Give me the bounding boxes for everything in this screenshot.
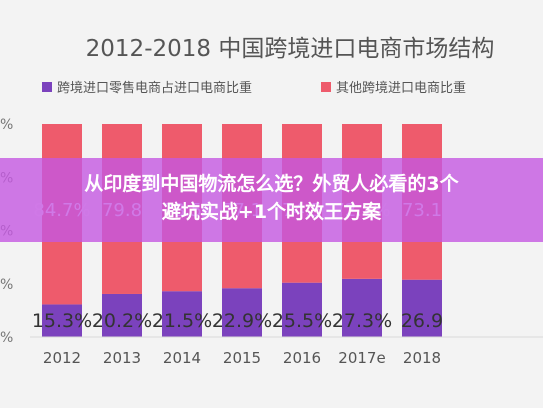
x-tick-label: 2013 — [103, 349, 141, 367]
data-label: 21.5% — [152, 310, 212, 332]
bar-2013-series-0 — [102, 293, 142, 337]
data-label: 25.5% — [272, 310, 332, 332]
headline[interactable]: 从印度到中国物流怎么选？外贸人必看的3个 避坑实战+1个时效王方案 — [0, 170, 543, 226]
bar-2018-series-0 — [402, 279, 442, 337]
y-tick-label: % — [0, 330, 13, 346]
x-tick-label: 2015 — [223, 349, 261, 367]
bar-2017e-series-0 — [342, 278, 382, 337]
x-tick-label: 2018 — [403, 349, 441, 367]
data-label: 20.2% — [92, 310, 152, 332]
legend-label-0: 跨境进口零售电商占进口电商比重 — [57, 80, 252, 96]
bar-2016-series-0 — [282, 282, 322, 337]
x-tick-label: 2016 — [283, 349, 321, 367]
legend-swatch-1 — [321, 82, 331, 92]
x-axis-labels: 2012 2013 2014 2015 2016 2017e 2018 — [43, 349, 441, 367]
bar-2014-series-0 — [162, 291, 202, 337]
x-tick-label: 2017e — [338, 349, 385, 367]
y-tick-label: % — [0, 277, 13, 293]
data-label: 26.9 — [401, 310, 443, 332]
chart-legend: 跨境进口零售电商占进口电商比重 其他跨境进口电商比重 — [42, 80, 466, 96]
bar-2015-series-0 — [222, 288, 262, 337]
legend-swatch-0 — [42, 82, 52, 92]
x-tick-label: 2012 — [43, 349, 81, 367]
bar-2012-series-0 — [42, 304, 82, 337]
x-tick-label: 2014 — [163, 349, 201, 367]
headline-banner — [0, 158, 543, 242]
y-tick-label: % — [0, 117, 13, 133]
headline-line-1: 从印度到中国物流怎么选？外贸人必看的3个 — [84, 173, 459, 195]
legend-label-1: 其他跨境进口电商比重 — [336, 80, 466, 96]
data-label: 27.3% — [332, 310, 392, 332]
data-label: 15.3% — [32, 310, 92, 332]
data-label: 22.9% — [212, 310, 272, 332]
chart-title: 2012-2018 中国跨境进口电商市场结构 — [86, 36, 495, 62]
headline-line-2: 避坑实战+1个时效王方案 — [161, 201, 382, 223]
